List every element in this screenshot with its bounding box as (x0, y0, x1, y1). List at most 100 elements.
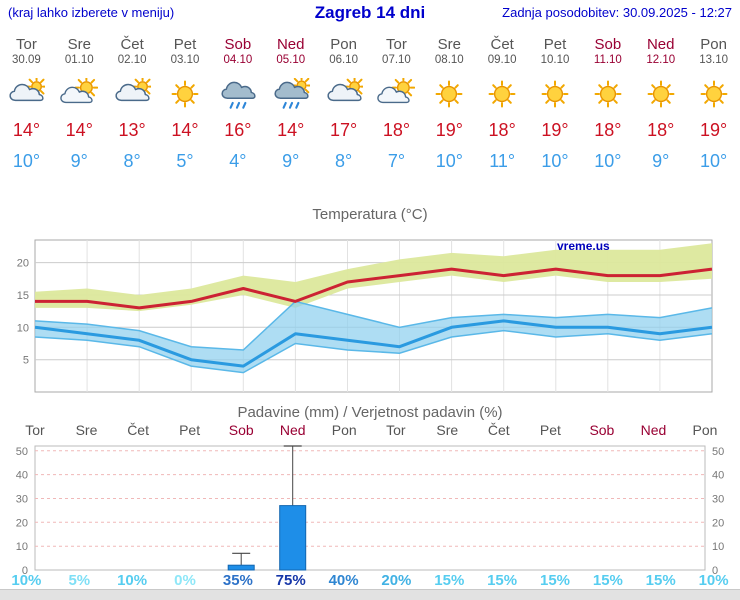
topbar: (kraj lahko izberete v meniju) Zagreb 14… (0, 0, 740, 26)
day-tmin: 8° (123, 151, 141, 171)
precip-probability: 15% (540, 572, 570, 589)
day-column[interactable]: Čet 02.10 13° 8° (106, 34, 159, 184)
mostly-cloudy-icon (317, 76, 370, 112)
day-tmax: 18° (488, 120, 516, 140)
day-tmax: 19° (699, 120, 728, 140)
day-tmin: 9° (652, 151, 670, 171)
day-name: Sre (67, 36, 91, 53)
day-date: 01.10 (64, 54, 94, 66)
tmin-band-edge (34, 329, 713, 374)
precip-ytick-right: 40 (712, 470, 724, 482)
day-tmin: 10° (699, 151, 728, 171)
day-tmax: 14° (171, 120, 199, 140)
sunny-icon (476, 76, 529, 112)
precip-ytick-right: 0 (712, 565, 718, 577)
day-tmin: 10° (594, 151, 622, 171)
precip-day-label: Sre (436, 422, 458, 438)
precip-day-label: Ned (280, 422, 306, 438)
precip-ytick-right: 20 (712, 517, 724, 529)
day-tmin: 7° (387, 151, 406, 171)
sunny-icon (423, 76, 476, 112)
day-tmin: 11° (489, 151, 516, 171)
day-date: 13.10 (699, 54, 728, 66)
day-date: 07.10 (382, 54, 411, 66)
day-tmax: 18° (382, 120, 411, 140)
day-name: Pon (330, 36, 357, 53)
watermark: vreme.us (557, 239, 610, 253)
day-column[interactable]: Čet 09.10 18° 11° (476, 34, 529, 184)
precip-probability: 15% (593, 572, 623, 589)
day-tmax: 13° (118, 120, 146, 140)
temp-band (35, 243, 712, 312)
day-column[interactable]: Sob 04.10 16° 4° (211, 34, 264, 184)
precip-day-label: Sob (229, 422, 254, 438)
precip-day-label: Sob (589, 422, 614, 438)
day-tmin: 10° (435, 151, 463, 171)
day-name: Ned (646, 36, 675, 53)
day-date: 08.10 (434, 54, 464, 66)
precip-probability: 10% (11, 572, 41, 589)
day-date: 11.10 (593, 54, 622, 66)
day-column[interactable]: Pet 03.10 14° 5° (159, 34, 212, 184)
temp-chart-title: Temperatura (°C) (312, 206, 428, 223)
precip-bar (279, 505, 307, 571)
day-column[interactable]: Sre 01.10 14° 9° (53, 34, 106, 184)
sunny-icon (634, 76, 687, 112)
precip-probability: 0% (174, 572, 196, 589)
day-column[interactable]: Ned 12.10 18° 9° (634, 34, 687, 184)
precip-day-label: Tor (25, 422, 45, 438)
precip-ytick-right: 50 (712, 446, 724, 458)
day-date: 09.10 (487, 54, 517, 66)
day-tmin: 9° (282, 151, 300, 171)
precip-probability: 15% (434, 572, 464, 589)
precip-probability: 75% (276, 572, 306, 589)
day-column[interactable]: Sre 08.10 19° 10° (423, 34, 476, 184)
precip-day-label: Čet (127, 422, 149, 438)
sunny-icon (581, 76, 634, 112)
day-name: Pet (543, 36, 567, 53)
precip-day-label: Pet (179, 422, 200, 438)
day-column[interactable]: Ned 05.10 14° 9° (264, 34, 317, 184)
day-date: 02.10 (117, 54, 147, 66)
sunny-icon (529, 76, 582, 112)
precip-ytick-left: 20 (16, 517, 28, 529)
bottom-scrollbar[interactable] (0, 589, 740, 600)
day-tmax: 16° (224, 120, 252, 140)
day-column[interactable]: Sob 11.10 18° 10° (581, 34, 634, 184)
precip-ytick-right: 10 (712, 541, 724, 553)
precip-probability: 5% (68, 572, 90, 589)
precip-probability: 15% (646, 572, 676, 589)
day-name: Pon (700, 36, 727, 53)
day-column[interactable]: Pon 13.10 19° 10° (687, 34, 740, 184)
sunny-icon (159, 76, 212, 112)
temp-ytick: 15 (17, 290, 29, 302)
day-column[interactable]: Pet 10.10 19° 10° (529, 34, 582, 184)
precip-day-label: Ned (641, 422, 667, 438)
sunny-icon (687, 76, 740, 112)
day-date: 10.10 (540, 54, 570, 66)
day-name: Sre (437, 36, 461, 53)
precip-day-label: Pet (540, 422, 561, 438)
day-name: Ned (276, 36, 305, 53)
day-column[interactable]: Tor 30.09 14° 10° (0, 34, 53, 184)
day-date: 06.10 (329, 54, 358, 66)
day-tmax: 14° (12, 120, 41, 140)
day-tmin: 10° (12, 151, 41, 171)
day-name: Pet (173, 36, 197, 53)
day-tmax: 19° (435, 120, 463, 140)
day-tmin: 9° (70, 151, 88, 171)
day-column[interactable]: Pon 06.10 17° 8° (317, 34, 370, 184)
temp-ytick: 5 (23, 355, 29, 367)
rain-sun-icon (264, 76, 317, 112)
temp-band (35, 301, 712, 373)
mostly-cloudy-icon (106, 76, 159, 112)
tmin-line (34, 319, 713, 368)
precip-bar (227, 564, 255, 571)
precip-probability: 35% (223, 572, 253, 589)
precip-day-label: Sre (76, 422, 98, 438)
day-date: 30.09 (12, 54, 41, 66)
last-update: Zadnja posodobitev: 30.09.2025 - 12:27 (502, 5, 732, 20)
day-tmax: 14° (65, 120, 93, 140)
day-column[interactable]: Tor 07.10 18° 7° (370, 34, 423, 184)
